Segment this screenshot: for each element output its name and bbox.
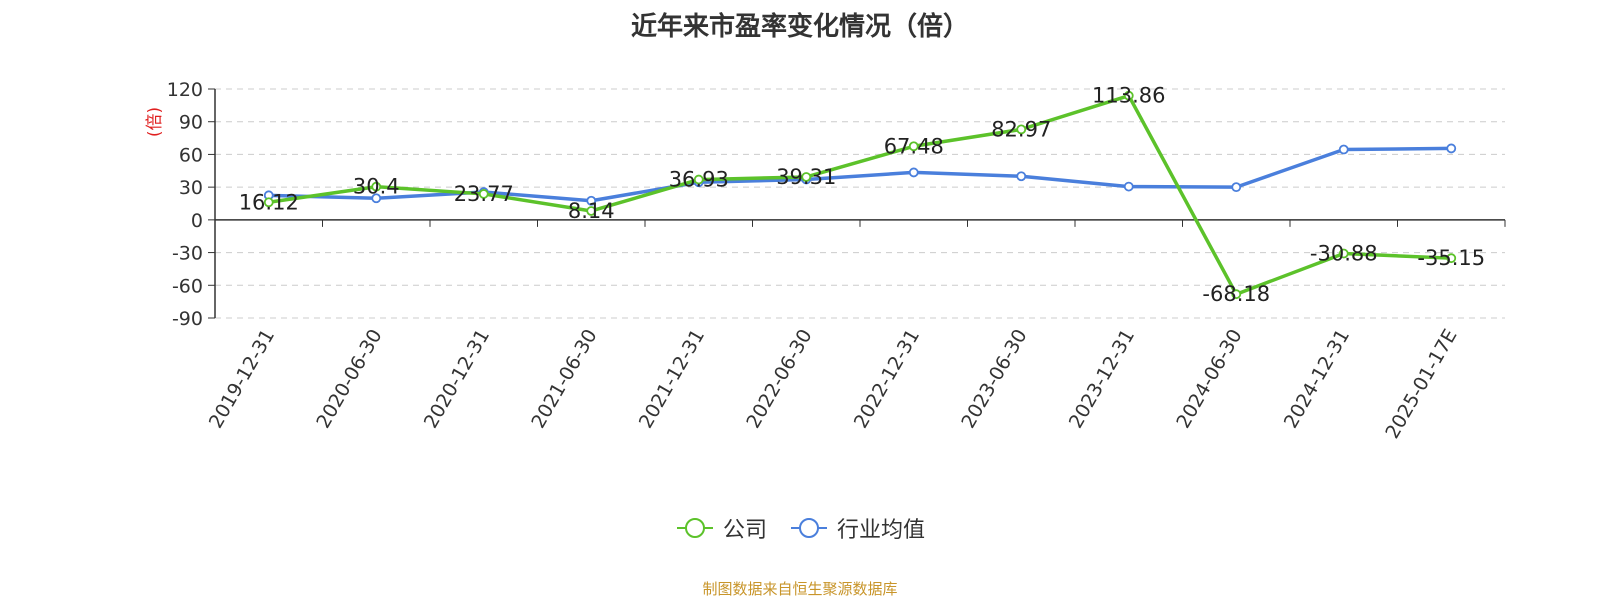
legend-item-industry-average[interactable]: 行业均值 — [789, 512, 925, 544]
data-label: -68.18 — [1202, 282, 1270, 306]
x-tick-label: 2023-12-31 — [1065, 326, 1139, 433]
data-point-0 — [693, 174, 704, 185]
grid-lines — [215, 88, 1505, 319]
data-point-1 — [1446, 143, 1457, 154]
y-tick-label: 90 — [179, 112, 203, 134]
data-label: 36.93 — [669, 168, 729, 192]
x-tick-label: 2020-12-31 — [420, 326, 494, 433]
data-label: -30.88 — [1310, 242, 1378, 266]
data-point-0 — [1231, 289, 1242, 300]
y-tick-label: 120 — [167, 79, 203, 101]
data-point-1 — [908, 167, 919, 178]
legend: 公司 行业均值 — [0, 512, 1600, 544]
data-point-1 — [1338, 144, 1349, 155]
data-point-1 — [371, 193, 382, 204]
legend-line-company-icon — [676, 518, 713, 538]
y-tick-label: 60 — [179, 144, 203, 166]
legend-line-industry-icon — [791, 518, 827, 538]
x-tick-label: 2019-12-31 — [205, 326, 279, 433]
x-tick-label: 2020-06-30 — [312, 326, 386, 433]
data-label: 67.48 — [884, 134, 944, 158]
x-tick-label: 2024-12-31 — [1280, 326, 1354, 433]
data-label: 39.31 — [776, 165, 836, 189]
data-point-0 — [371, 181, 382, 192]
data-label: 8.14 — [568, 199, 615, 223]
y-tick-label: -60 — [172, 275, 203, 297]
y-tick-label: 30 — [179, 177, 203, 199]
legend-label-industry-average: 行业均值 — [837, 518, 926, 543]
chart-title: 近年来市盈率变化情况（倍） — [630, 12, 969, 42]
data-point-0 — [263, 197, 274, 208]
x-tick-label: 2023-06-30 — [957, 326, 1031, 433]
data-point-0 — [908, 141, 919, 152]
data-point-1 — [586, 195, 597, 206]
data-label: 16.12 — [239, 190, 299, 214]
x-tick-label: 2022-06-30 — [742, 326, 816, 433]
data-point-0 — [1123, 90, 1134, 101]
y-tick-label: 0 — [191, 210, 203, 232]
series — [263, 90, 1457, 300]
data-point-0 — [1446, 253, 1457, 264]
series-line-0 — [268, 93, 1452, 296]
data-point-0 — [1016, 124, 1027, 135]
data-point-1 — [1123, 181, 1134, 192]
y-axis-label: (倍) — [145, 107, 165, 137]
data-label: -35.15 — [1417, 246, 1485, 270]
data-point-0 — [586, 206, 597, 216]
data-point-1 — [1016, 171, 1027, 182]
y-tick-label: -30 — [172, 243, 203, 265]
data-label: 30.4 — [353, 175, 400, 199]
legend-item-company[interactable]: 公司 — [675, 512, 767, 544]
legend-label-company: 公司 — [722, 518, 767, 543]
data-labels: 16.12 30.4 23.77 8.14 36.93 39.31 67.48 82.97 11… — [239, 84, 1485, 307]
x-tick-label: 2021-12-31 — [635, 326, 709, 433]
source-note: 制图数据来自恒生聚源数据库 — [702, 580, 898, 598]
data-point-0 — [801, 172, 812, 182]
data-point-1 — [1231, 182, 1242, 193]
data-point-0 — [478, 189, 489, 199]
data-label: 23.77 — [454, 182, 514, 206]
x-tick-label: 2021-06-30 — [527, 326, 601, 433]
x-tick-label: 2022-12-31 — [850, 326, 924, 433]
data-label: 113.86 — [1092, 84, 1165, 108]
x-tick-label: 2024-06-30 — [1172, 326, 1246, 433]
data-point-0 — [1338, 248, 1349, 259]
y-tick-label: -90 — [172, 308, 203, 330]
x-tick-label: 2025-01-17E — [1381, 326, 1461, 443]
data-label: 82.97 — [991, 117, 1051, 141]
